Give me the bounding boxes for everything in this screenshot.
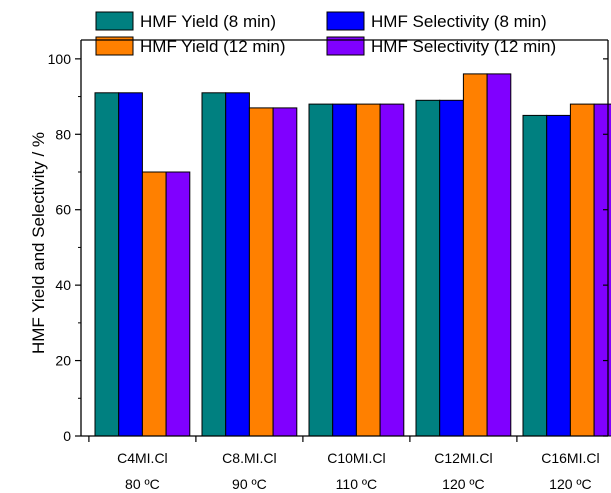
bar-1-1 — [94, 92, 120, 437]
x-sub-label: 90 ºC — [232, 476, 267, 492]
bar-1-2 — [201, 92, 227, 437]
bar-2-4 — [439, 99, 464, 437]
legend-label: HMF Selectivity (12 min) — [371, 37, 556, 56]
bar-1-4 — [415, 99, 441, 437]
legend-swatch — [326, 11, 365, 31]
bar-3-1 — [141, 171, 167, 437]
bar-3-4 — [462, 73, 488, 437]
legend-swatch — [95, 11, 134, 31]
legend-label: HMF Selectivity (8 min) — [371, 12, 547, 31]
bar-2-1 — [118, 92, 143, 437]
bar-3-2 — [248, 107, 274, 437]
y-tick-label: 80 — [55, 126, 71, 142]
bar-1-5 — [522, 114, 548, 437]
legend-swatch — [326, 36, 365, 56]
bar-1-3 — [308, 103, 334, 437]
bar-4-4 — [486, 73, 512, 437]
bar-2-5 — [546, 114, 571, 437]
bar-3-3 — [355, 103, 381, 437]
bar-4-2 — [272, 107, 298, 437]
x-sub-label: 120 ºC — [442, 476, 484, 492]
bar-2-2 — [225, 92, 250, 437]
bars — [94, 73, 611, 437]
x-sub-label: 110 ºC — [336, 476, 377, 492]
y-axis-label: HMF Yield and Selectivity / % — [29, 132, 48, 354]
y-tick-label: 20 — [55, 353, 71, 369]
legend-label: HMF Yield (8 min) — [140, 12, 276, 31]
bar-4-1 — [165, 171, 191, 437]
x-tick-label: C4MI.Cl — [117, 450, 168, 466]
y-tick-label: 100 — [48, 51, 72, 67]
bar-4-3 — [379, 103, 405, 437]
x-tick-label: C10MI.Cl — [327, 450, 385, 466]
axes: 0 20 40 60 80 100 C4MI.Cl 80 ºC C8.MI.Cl 90 ºC C10… — [48, 39, 609, 492]
legend-label: HMF Yield (12 min) — [140, 37, 285, 56]
y-tick-label: 60 — [55, 202, 71, 218]
x-sub-label: 120 ºC — [549, 476, 591, 492]
x-sub-label: 80 ºC — [125, 476, 160, 492]
x-tick-label: C12MI.Cl — [434, 450, 492, 466]
x-tick-label: C8.MI.Cl — [222, 450, 276, 466]
bar-2-3 — [332, 103, 357, 437]
y-tick-label: 40 — [55, 277, 71, 293]
bar-3-5 — [569, 103, 595, 437]
y-tick-label: 0 — [63, 428, 71, 444]
legend: HMF Yield (8 min) HMF Selectivity (8 min)… — [95, 11, 556, 56]
legend-swatch — [95, 36, 134, 56]
x-tick-label: C16MI.Cl — [541, 450, 599, 466]
